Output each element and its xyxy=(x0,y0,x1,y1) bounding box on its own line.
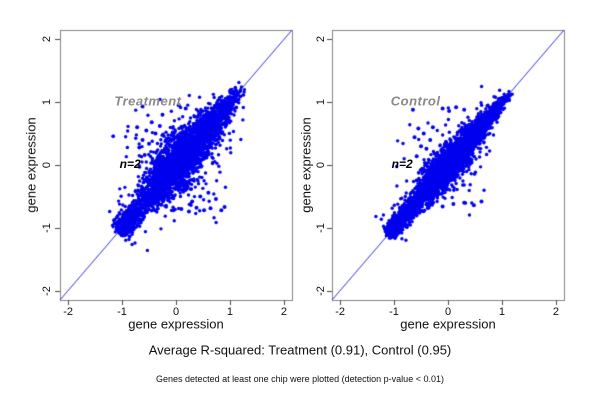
panel-label-control: Control xyxy=(390,93,441,109)
x-tick-label: 0 xyxy=(444,306,452,318)
panel-label-treatment: Treatment xyxy=(114,93,182,109)
y-axis-title-control: gene expression xyxy=(298,117,314,213)
x-tick-label: 1 xyxy=(226,306,234,318)
y-tick-label: 2 xyxy=(41,36,53,43)
annotation-n-treatment: n=2 xyxy=(119,156,141,171)
x-tick-label: 1 xyxy=(498,306,506,318)
x-tick-label: 2 xyxy=(552,306,559,318)
y-tick-label: 0 xyxy=(315,161,327,169)
x-axis-title-treatment: gene expression xyxy=(128,316,224,332)
y-tick-label: 0 xyxy=(41,161,53,169)
y-tick-label: -1 xyxy=(315,222,327,233)
x-tick-label: -1 xyxy=(389,306,399,318)
x-tick-label: 0 xyxy=(172,306,180,318)
y-tick-label: 2 xyxy=(315,36,327,43)
x-tick-label: 2 xyxy=(280,306,287,318)
x-axis-title-control: gene expression xyxy=(400,316,496,332)
y-axis-title-treatment: gene expression xyxy=(23,117,39,213)
x-tick-label: -2 xyxy=(63,306,73,318)
y-tick-label: -2 xyxy=(315,285,327,296)
figure-caption: Average R-squared: Treatment (0.91), Con… xyxy=(148,342,452,358)
y-tick-label: 1 xyxy=(315,99,327,106)
figure-footnote: Genes detected at least one chip were pl… xyxy=(156,374,444,384)
x-tick-label: -1 xyxy=(117,306,127,318)
y-tick-label: 1 xyxy=(41,99,53,106)
y-tick-label: -2 xyxy=(41,285,53,296)
y-tick-label: -1 xyxy=(41,222,53,233)
x-tick-label: -2 xyxy=(335,306,345,318)
annotation-n-control: n=2 xyxy=(391,156,413,171)
